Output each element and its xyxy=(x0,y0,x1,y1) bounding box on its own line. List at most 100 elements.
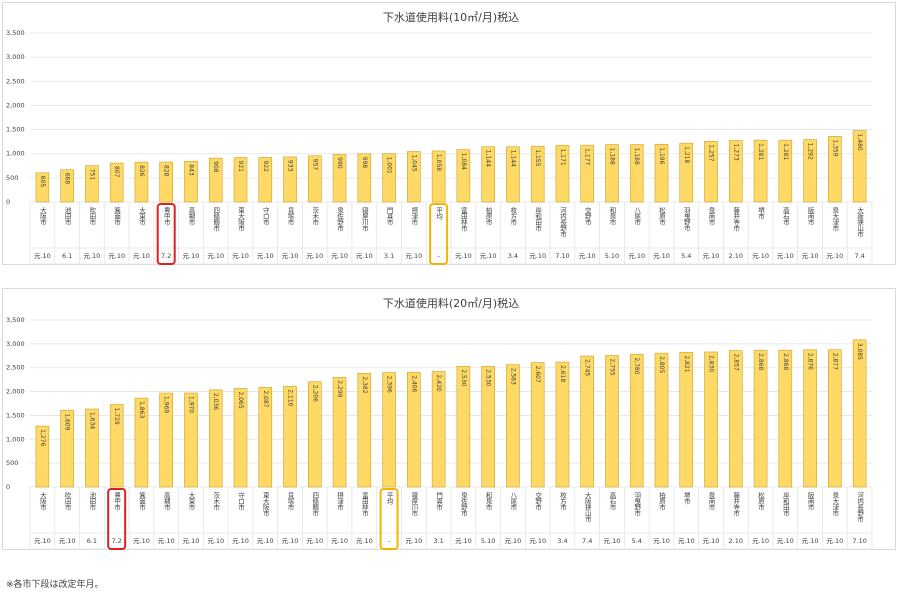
value-label: 2,618 xyxy=(559,365,566,382)
revision-label: 2.10 xyxy=(729,252,743,260)
bar xyxy=(753,139,768,203)
x-tick-label: 枚方市 xyxy=(558,491,566,512)
value-label: 751 xyxy=(88,169,95,181)
revision-label: 元.10 xyxy=(529,252,546,260)
revision-label: 7.4 xyxy=(854,252,864,260)
revision-label: 7.10 xyxy=(852,537,866,545)
x-tick-label: 門真市 xyxy=(385,207,393,227)
y-tick-label: 3,000 xyxy=(6,53,25,61)
bar xyxy=(258,387,273,488)
revision-label: 元.10 xyxy=(802,537,819,545)
x-tick-label: 河内長野市 xyxy=(856,492,864,524)
x-tick-label: 高石市 xyxy=(781,206,789,227)
x-tick-label: 吹田市 xyxy=(63,491,71,512)
bar xyxy=(357,153,372,203)
revision-label: 元.10 xyxy=(455,252,472,260)
revision-label: 6.1 xyxy=(62,252,72,260)
bar xyxy=(605,144,619,203)
highlight-box xyxy=(429,203,449,265)
value-label: 1,171 xyxy=(559,148,566,165)
x-tick-label: 藤井寺市 xyxy=(732,206,740,233)
value-label: 2,420 xyxy=(435,375,442,392)
x-tick-label: 泉佐野市 xyxy=(459,491,467,518)
x-tick-label: 大阪市 xyxy=(38,491,46,512)
x-tick-label: 四條畷市 xyxy=(212,207,220,233)
x-tick-label: 堺市 xyxy=(682,491,690,506)
value-label: 2,821 xyxy=(683,355,690,372)
revision-label: 元.10 xyxy=(604,537,621,545)
value-label: 2,607 xyxy=(534,366,541,383)
value-label: 1,001 xyxy=(386,157,393,174)
value-label: 933 xyxy=(287,160,294,172)
value-label: 2,876 xyxy=(807,353,814,370)
value-label: 843 xyxy=(187,164,194,176)
revision-label: 元.10 xyxy=(405,537,422,545)
value-label: 1,359 xyxy=(831,139,838,156)
footnote: ※各市下段は改定年月。 xyxy=(6,578,104,590)
bar xyxy=(60,169,74,203)
bar xyxy=(407,151,421,203)
revision-label: 元.10 xyxy=(306,252,323,260)
bar xyxy=(382,153,396,203)
chart-title: 下水道使用料(10㎥/月)税込 xyxy=(383,10,519,24)
value-label: 1,273 xyxy=(732,144,739,161)
value-label: 2,206 xyxy=(311,385,318,402)
x-tick-label: 柏原市 xyxy=(658,491,666,512)
revision-label: 元.10 xyxy=(34,252,51,260)
x-tick-label: 阪南市 xyxy=(806,206,814,227)
revision-label: 元.10 xyxy=(480,252,497,260)
revision-label: 元.10 xyxy=(826,537,843,545)
value-label: 1,177 xyxy=(584,148,591,165)
bar xyxy=(307,381,322,488)
x-tick-label: 藤井寺市 xyxy=(732,491,740,518)
bar xyxy=(728,140,743,203)
y-tick-label: 0 xyxy=(6,483,10,491)
revision-label: 元.10 xyxy=(83,252,100,260)
x-tick-label: 泉大津市 xyxy=(831,206,839,233)
x-tick-label: 平均 xyxy=(435,207,443,221)
value-label: 2,563 xyxy=(509,368,516,385)
value-label: 2,110 xyxy=(287,389,294,406)
revision-label: 元.10 xyxy=(529,537,546,545)
revision-label: - xyxy=(437,252,440,260)
value-label: 2,065 xyxy=(237,391,244,408)
revision-label: 元.10 xyxy=(207,252,224,260)
x-tick-label: 岸和田市 xyxy=(781,492,789,518)
bar xyxy=(753,349,768,488)
x-tick-label: 摂津市 xyxy=(410,206,418,227)
bar xyxy=(629,354,644,488)
bar xyxy=(283,156,297,203)
bar xyxy=(159,392,174,488)
bar xyxy=(85,165,99,203)
x-tick-label: 池田市 xyxy=(63,206,71,227)
bar xyxy=(307,155,322,203)
value-label: 807 xyxy=(113,166,120,178)
value-label: 1,188 xyxy=(633,148,640,165)
revision-label: 元.10 xyxy=(826,252,843,260)
x-tick-label: 高槻市 xyxy=(162,491,170,512)
y-tick-label: 2,500 xyxy=(6,364,25,372)
value-label: 2,745 xyxy=(584,359,591,376)
revision-label: 元.10 xyxy=(703,252,720,260)
revision-label: 元.10 xyxy=(183,537,200,545)
revision-label: 元.10 xyxy=(133,537,150,545)
revision-label: 3.4 xyxy=(557,537,567,545)
x-tick-label: 高槻市 xyxy=(187,206,195,227)
bar xyxy=(852,130,867,203)
revision-label: 元.10 xyxy=(133,252,150,260)
value-label: 908 xyxy=(212,161,219,173)
value-label: 2,877 xyxy=(831,353,838,370)
revision-label: 5.10 xyxy=(605,252,619,260)
bar xyxy=(654,143,669,203)
x-tick-label: 摂津市 xyxy=(336,491,344,512)
bar xyxy=(332,377,347,488)
y-tick-label: 500 xyxy=(6,459,18,467)
value-label: 1,292 xyxy=(807,143,814,160)
value-label: 990 xyxy=(336,157,343,169)
value-label: 2,857 xyxy=(732,354,739,371)
value-label: 2,530 xyxy=(460,369,467,386)
value-label: 2,830 xyxy=(708,355,715,372)
bar xyxy=(184,160,198,203)
bar xyxy=(728,350,743,488)
bar xyxy=(852,339,867,488)
